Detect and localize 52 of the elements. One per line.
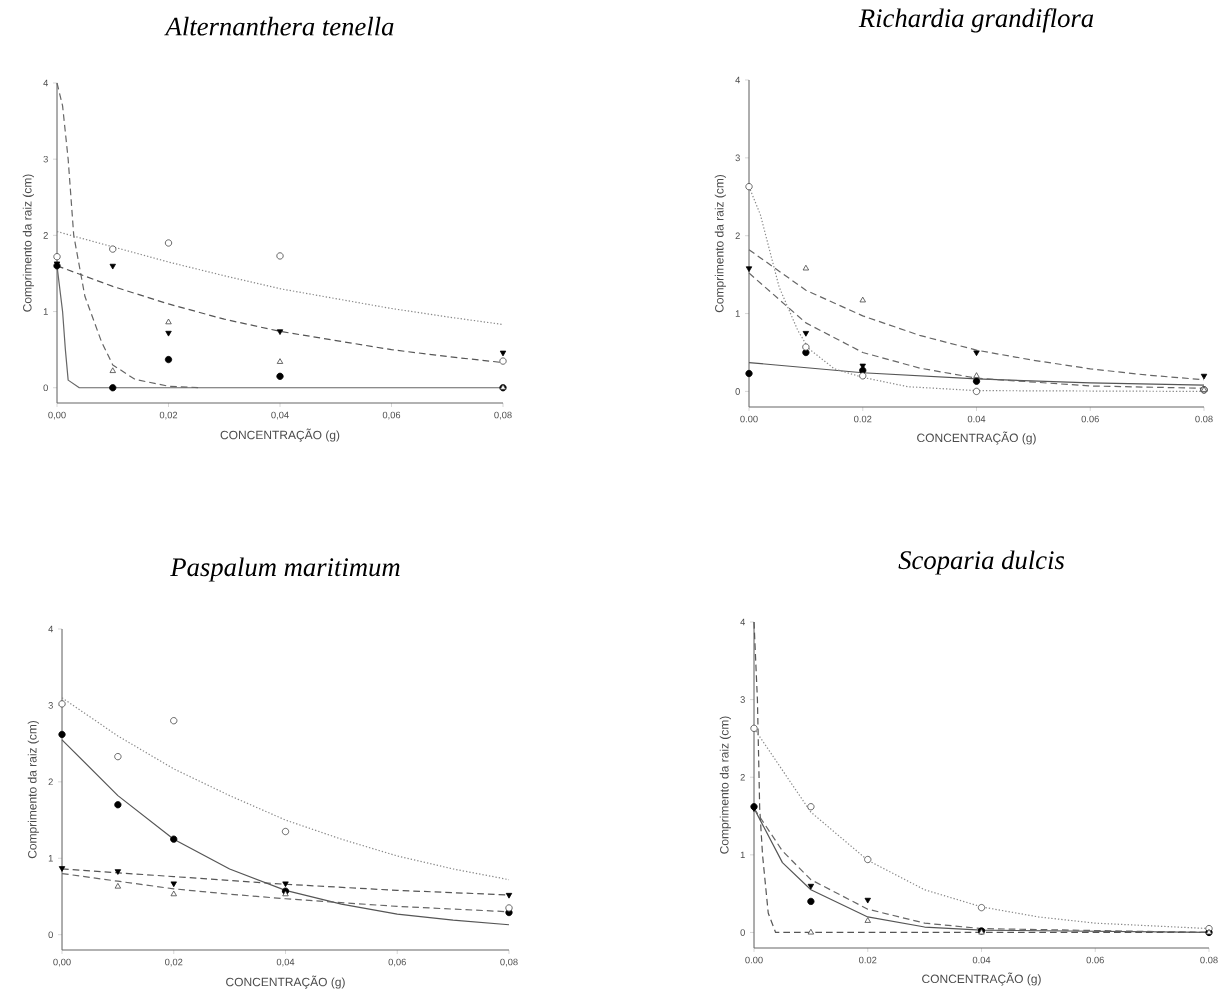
x-tick-label: 0.04 xyxy=(967,415,986,423)
y-tick-label: 1 xyxy=(735,310,740,317)
y-tick-label: 0 xyxy=(735,388,740,395)
x-axis-title: CONCENTRAÇÃO (g) xyxy=(226,975,345,989)
y-tick-label: 3 xyxy=(740,696,745,703)
y-tick-label: 2 xyxy=(735,232,740,239)
x-tick-label: 0.06 xyxy=(1086,956,1104,964)
y-tick-label: 4 xyxy=(43,79,49,87)
y-tick-label: 0 xyxy=(43,384,48,392)
y-tick-label: 3 xyxy=(48,702,53,709)
y-tick-label: 1 xyxy=(43,308,48,315)
y-tick-label: 1 xyxy=(740,851,745,859)
chart-title: Scoparia dulcis xyxy=(898,550,1065,575)
x-tick-label: 0,06 xyxy=(388,958,406,967)
y-axis-title: Comprimento da raiz (cm) xyxy=(719,716,731,854)
x-tick-label: 0,00 xyxy=(53,958,71,967)
y-axis-title: Comprimento da raiz (cm) xyxy=(714,174,726,313)
x-tick-label: 0.04 xyxy=(972,956,991,964)
y-tick-label: 0 xyxy=(740,929,745,936)
x-tick-label: 0,04 xyxy=(276,958,295,967)
x-tick-label: 0.02 xyxy=(859,956,877,964)
x-axis-title: CONCENTRAÇÃO (g) xyxy=(917,431,1036,445)
y-tick-label: 1 xyxy=(48,855,53,862)
y-tick-label: 3 xyxy=(735,154,740,162)
x-axis-title: CONCENTRAÇÃO (g) xyxy=(220,428,340,442)
x-tick-label: 0.06 xyxy=(1081,415,1099,423)
x-tick-label: 0,08 xyxy=(494,411,512,420)
chart-title: Paspalum maritimum xyxy=(170,557,400,582)
y-axis-title: Comprimento da raiz (cm) xyxy=(22,174,34,312)
y-tick-label: 4 xyxy=(735,76,741,84)
y-tick-label: 4 xyxy=(48,625,54,633)
chart-title: Richardia grandiflora xyxy=(858,8,1094,33)
x-tick-label: 0,02 xyxy=(159,411,178,420)
y-axis-title: Comprimento da raiz (cm) xyxy=(27,720,39,859)
x-tick-label: 0.00 xyxy=(745,956,763,964)
x-tick-label: 0,06 xyxy=(382,411,401,420)
y-tick-label: 3 xyxy=(43,155,48,163)
y-tick-label: 2 xyxy=(43,232,48,239)
x-tick-label: 0,08 xyxy=(500,958,518,967)
y-tick-label: 2 xyxy=(740,773,745,781)
x-tick-label: 0.00 xyxy=(740,415,758,423)
x-tick-label: 0,02 xyxy=(165,958,183,967)
y-tick-label: 4 xyxy=(740,618,746,626)
chart-title: Alternanthera tenella xyxy=(164,16,394,36)
x-tick-label: 0.08 xyxy=(1195,415,1213,423)
y-tick-label: 2 xyxy=(48,778,53,786)
x-tick-label: 0,00 xyxy=(48,411,66,420)
x-tick-label: 0.02 xyxy=(854,415,872,423)
x-axis-title: CONCENTRAÇÃO (g) xyxy=(922,972,1041,986)
y-tick-label: 0 xyxy=(48,931,53,938)
x-tick-label: 0,04 xyxy=(271,411,289,420)
x-tick-label: 0.08 xyxy=(1200,956,1218,964)
